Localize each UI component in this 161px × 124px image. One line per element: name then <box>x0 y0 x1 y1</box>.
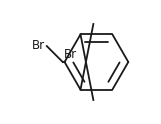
Text: Br: Br <box>64 48 77 61</box>
Text: Br: Br <box>32 39 45 52</box>
